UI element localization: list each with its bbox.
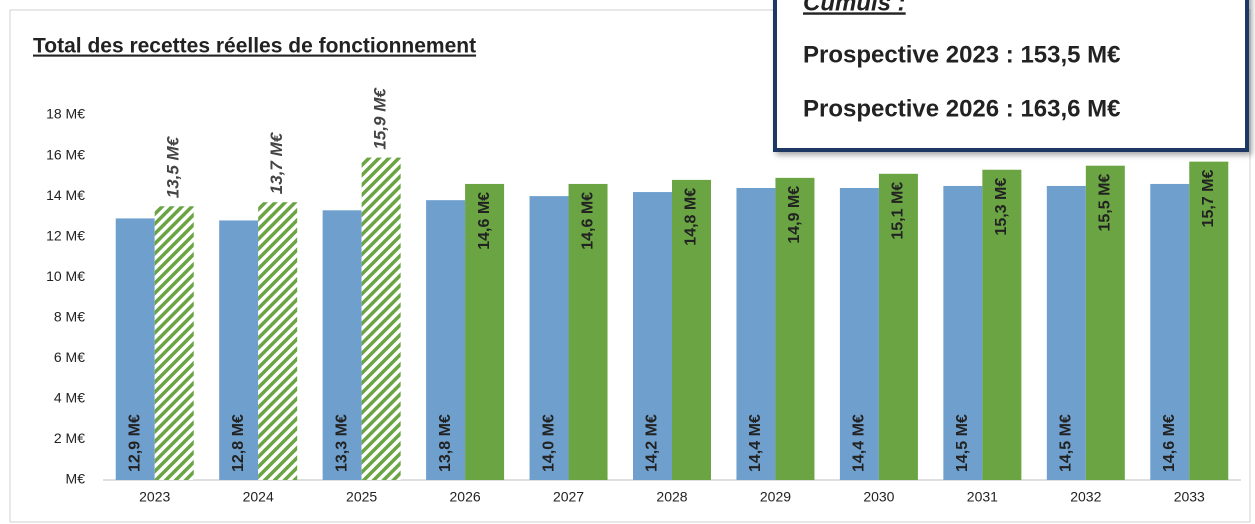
bar bbox=[219, 220, 259, 480]
annotation-heading: Cumuls : bbox=[803, 0, 906, 16]
annotation-line: Prospective 2023 : 153,5 M€ bbox=[803, 41, 1121, 68]
y-tick-label: 2 M€ bbox=[54, 430, 85, 446]
y-tick-label: 10 M€ bbox=[46, 268, 85, 284]
x-tick-label: 2031 bbox=[967, 489, 998, 505]
y-tick-label: 6 M€ bbox=[54, 349, 85, 365]
y-tick-label: 16 M€ bbox=[46, 146, 85, 162]
data-label: 14,8 M€ bbox=[683, 188, 700, 246]
bar bbox=[633, 192, 672, 481]
annotation-line: Prospective 2026 : 163,6 M€ bbox=[803, 95, 1121, 122]
bar bbox=[736, 188, 776, 480]
x-tick-label: 2029 bbox=[760, 489, 791, 505]
data-label: 15,5 M€ bbox=[1097, 174, 1114, 232]
data-label: 14,4 M€ bbox=[851, 414, 868, 472]
x-tick-label: 2024 bbox=[243, 489, 274, 505]
data-label: 14,9 M€ bbox=[786, 186, 803, 244]
data-label: 15,1 M€ bbox=[890, 182, 907, 240]
y-tick-label: 18 M€ bbox=[46, 106, 85, 122]
data-label: 14,2 M€ bbox=[644, 414, 661, 472]
bar bbox=[1085, 165, 1125, 480]
data-label: 15,3 M€ bbox=[993, 178, 1010, 236]
data-label: 15,7 M€ bbox=[1200, 170, 1217, 228]
y-tick-label: M€ bbox=[66, 471, 86, 487]
bar bbox=[465, 183, 505, 480]
y-tick-label: 12 M€ bbox=[46, 227, 85, 243]
data-label: 14,4 M€ bbox=[747, 414, 764, 472]
x-tick-label: 2025 bbox=[346, 489, 377, 505]
bar bbox=[672, 179, 711, 480]
bar bbox=[322, 210, 362, 481]
bar bbox=[1189, 161, 1229, 480]
bar bbox=[839, 188, 879, 480]
data-label: 12,8 M€ bbox=[230, 414, 247, 472]
y-tick-label: 8 M€ bbox=[54, 308, 85, 324]
data-label: 14,6 M€ bbox=[579, 192, 596, 250]
bar bbox=[1150, 183, 1190, 480]
data-label: 13,5 M€ bbox=[164, 135, 183, 198]
bar bbox=[568, 183, 608, 480]
chart-frame bbox=[9, 9, 1251, 523]
data-label: 12,9 M€ bbox=[126, 414, 143, 472]
data-label: 14,6 M€ bbox=[476, 192, 493, 250]
x-tick-label: 2023 bbox=[139, 489, 170, 505]
bar bbox=[943, 185, 983, 480]
x-tick-label: 2028 bbox=[656, 489, 687, 505]
data-label: 13,3 M€ bbox=[333, 414, 350, 472]
data-label: 14,6 M€ bbox=[1161, 414, 1178, 472]
bar bbox=[982, 169, 1022, 480]
x-tick-label: 2026 bbox=[450, 489, 481, 505]
y-tick-label: 14 M€ bbox=[46, 187, 85, 203]
bar bbox=[529, 196, 569, 480]
data-label: 13,7 M€ bbox=[267, 131, 286, 194]
bar bbox=[258, 202, 298, 480]
bar bbox=[154, 206, 194, 480]
data-label: 14,5 M€ bbox=[954, 414, 971, 472]
x-tick-label: 2027 bbox=[553, 489, 584, 505]
data-label: 14,5 M€ bbox=[1058, 414, 1075, 472]
bar bbox=[361, 157, 401, 481]
y-tick-label: 4 M€ bbox=[54, 390, 85, 406]
data-label: 14,0 M€ bbox=[540, 414, 557, 472]
annotation-box bbox=[773, 0, 1249, 152]
bar bbox=[775, 177, 815, 480]
data-label: 15,9 M€ bbox=[371, 87, 390, 150]
x-tick-label: 2030 bbox=[863, 489, 894, 505]
chart-title: Total des recettes réelles de fonctionne… bbox=[33, 35, 476, 58]
bar bbox=[115, 218, 155, 480]
x-tick-label: 2033 bbox=[1174, 489, 1205, 505]
bar bbox=[1046, 185, 1086, 480]
data-label: 13,8 M€ bbox=[437, 414, 454, 472]
x-tick-label: 2032 bbox=[1070, 489, 1101, 505]
bar bbox=[426, 200, 466, 480]
bar bbox=[878, 173, 918, 481]
